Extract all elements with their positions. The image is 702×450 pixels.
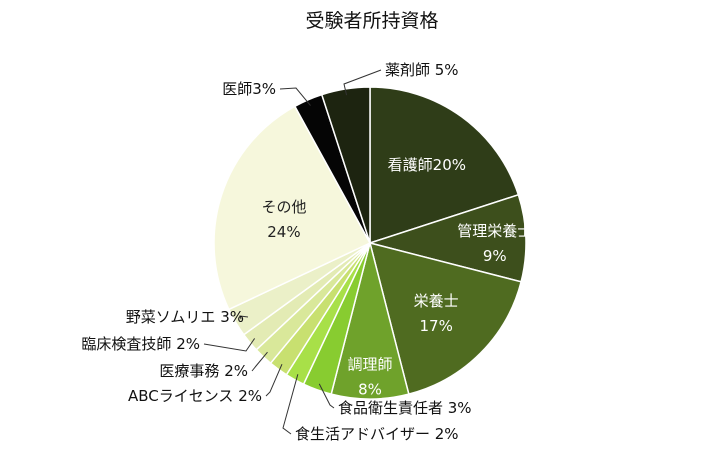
slice-value-2: 17%	[420, 317, 453, 335]
slice-label-9: 野菜ソムリエ 3%	[126, 308, 244, 326]
slice-label-2: 栄養士	[414, 292, 459, 310]
slice-1	[367, 193, 527, 283]
leader-line-12	[343, 69, 382, 96]
slice-label-8: 臨床検査技師 2%	[81, 335, 200, 353]
slice-label-0: 看護師20%	[388, 156, 466, 174]
leader-line-11	[279, 87, 311, 106]
leader-line-9	[239, 315, 249, 320]
slice-label-6: ABCライセンス 2%	[128, 387, 262, 405]
slice-label-4: 食品衛生責任者 3%	[338, 399, 472, 417]
leader-line-7	[251, 351, 268, 372]
slice-label-12: 薬剤師 5%	[385, 61, 459, 79]
leader-line-6	[265, 363, 283, 397]
slice-value-10: 24%	[267, 223, 300, 241]
slice-label-5: 食生活アドバイザー 2%	[295, 425, 459, 443]
slice-value-3: 8%	[358, 380, 382, 398]
slice-label-10: その他	[261, 198, 306, 216]
slice-label-3: 調理師	[347, 355, 392, 373]
slice-label-11: 医師3%	[222, 80, 276, 98]
slice-value-1: 9%	[483, 247, 507, 265]
slice-0	[369, 86, 520, 245]
slice-10	[213, 105, 372, 311]
slice-2	[368, 241, 523, 396]
leader-line-4	[318, 383, 335, 409]
leader-line-5	[282, 374, 299, 435]
chart-title: 受験者所持資格	[305, 10, 438, 32]
slice-label-7: 医療事務 2%	[159, 362, 248, 380]
slice-label-1: 管理栄養士	[457, 222, 532, 240]
leader-line-8	[203, 338, 256, 352]
